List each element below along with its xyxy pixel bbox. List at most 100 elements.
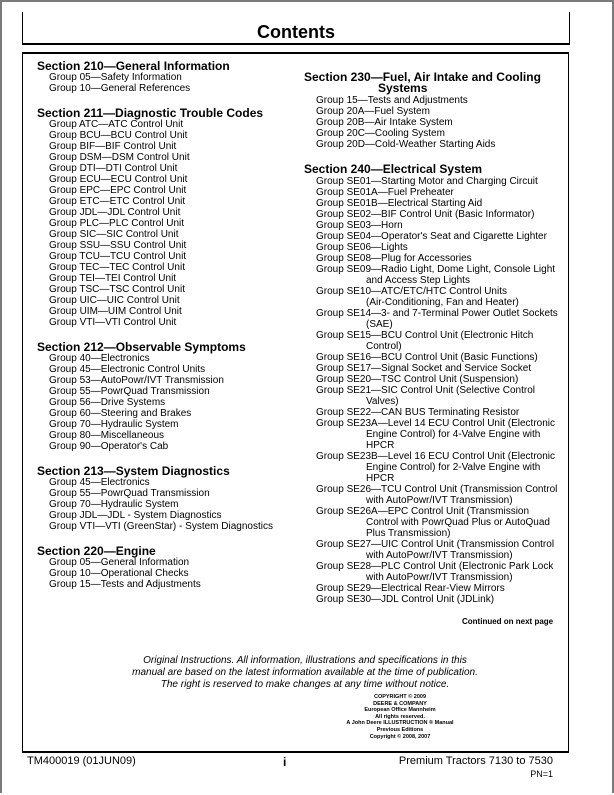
toc-entry[interactable]: Group SE21—SIC Control Unit (Selective C… — [304, 385, 569, 407]
toc-entry[interactable]: Group 15—Tests and Adjustments — [37, 579, 297, 590]
toc-entry-line: with AutoPowr/IVT Transmission) — [366, 495, 513, 506]
toc-entry[interactable]: Group SE01A—Fuel Preheater — [304, 187, 569, 198]
toc-entry[interactable]: Group SSU—SSU Control Unit — [37, 240, 297, 251]
toc-entry[interactable]: Group UIM—UIM Control Unit — [37, 306, 297, 317]
content-box — [22, 52, 569, 753]
toc-entry-line: Group SE26A—EPC Control Unit (Transmissi… — [316, 506, 530, 517]
toc-entry-line: Group 80—Miscellaneous — [49, 430, 165, 441]
toc-entry[interactable]: Group VTI—VTI Control Unit — [37, 317, 297, 328]
toc-right-column: Section 230—Fuel, Air Intake and Cooling… — [304, 71, 569, 619]
copyright-line: COPYRIGHT © 2009 — [373, 694, 427, 700]
toc-entry-line: Group VTI—VTI (GreenStar) - System Diagn… — [49, 521, 273, 532]
toc-entry[interactable]: Group TEI—TEI Control Unit — [37, 273, 297, 284]
toc-entry[interactable]: Group UIC—UIC Control Unit — [37, 295, 297, 306]
toc-entry[interactable]: Group SE03—Horn — [304, 220, 569, 231]
toc-entry[interactable]: Group 05—Safety Information — [37, 72, 297, 83]
toc-entry[interactable]: Group SE26—TCU Control Unit (Transmissio… — [304, 484, 569, 506]
toc-entry-line: Group SE17—Signal Socket and Service Soc… — [316, 363, 532, 374]
toc-entry[interactable]: Group 80—Miscellaneous — [37, 430, 297, 441]
toc-entry[interactable]: Group 55—PowrQuad Transmission — [37, 488, 297, 499]
toc-entry[interactable]: Group SE14—3- and 7-Terminal Power Outle… — [304, 308, 569, 330]
toc-entry[interactable]: Group 55—PowrQuad Transmission — [37, 386, 297, 397]
toc-entry[interactable]: Group JDL—JDL Control Unit — [37, 207, 297, 218]
toc-entry[interactable]: Group SE08—Plug for Accessories — [304, 253, 569, 264]
toc-entry[interactable]: Group SE23B—Level 16 ECU Control Unit (E… — [304, 451, 569, 484]
section-heading[interactable]: Section 212—Observable Symptoms — [37, 341, 297, 353]
toc-entry[interactable]: Group 40—Electronics — [37, 353, 297, 364]
toc-entry[interactable]: Group BCU—BCU Control Unit — [37, 130, 297, 141]
section-heading[interactable]: Section 230—Fuel, Air Intake and Cooling… — [304, 71, 569, 94]
section-heading-line: Section 213—System Diagnostics — [37, 464, 230, 478]
toc-entry[interactable]: Group SE06—Lights — [304, 242, 569, 253]
toc-entry[interactable]: Group SE17—Signal Socket and Service Soc… — [304, 363, 569, 374]
section-heading-line: Section 240—Electrical System — [304, 162, 483, 176]
toc-entry[interactable]: Group 15—Tests and Adjustments — [304, 95, 569, 106]
toc-entry[interactable]: Group SE27—UIC Control Unit (Transmissio… — [304, 539, 569, 561]
notice-line: The right is reserved to make changes at… — [160, 679, 450, 690]
toc-section: Section 230—Fuel, Air Intake and Cooling… — [304, 71, 569, 150]
toc-entry-line: Group 55—PowrQuad Transmission — [49, 386, 210, 397]
section-heading[interactable]: Section 240—Electrical System — [304, 162, 569, 176]
toc-entry[interactable]: Group SE01B—Electrical Starting Aid — [304, 198, 569, 209]
toc-entry[interactable]: Group SE20—TSC Control Unit (Suspension) — [304, 374, 569, 385]
toc-entry[interactable]: Group SE09—Radio Light, Dome Light, Cons… — [304, 264, 569, 286]
toc-entry-line: Group SE21—SIC Control Unit (Selective C… — [316, 385, 535, 396]
toc-entry-line: Control) — [366, 341, 402, 352]
toc-entry[interactable]: Group ECU—ECU Control Unit — [37, 174, 297, 185]
toc-entry[interactable]: Group SE10—ATC/ETC/HTC Control Units (Air… — [304, 286, 569, 308]
toc-entry[interactable]: Group SE23A—Level 14 ECU Control Unit (E… — [304, 418, 569, 451]
toc-entry[interactable]: Group 70—Hydraulic System — [37, 419, 297, 430]
toc-entry[interactable]: Group SE30—JDL Control Unit (JDLink) — [304, 594, 569, 605]
toc-entry[interactable]: Group SE28—PLC Control Unit (Electronic … — [304, 561, 569, 583]
toc-entry[interactable]: Group 20A—Fuel System — [304, 106, 569, 117]
toc-entry[interactable]: Group SE26A—EPC Control Unit (Transmissi… — [304, 506, 569, 539]
toc-entry[interactable]: Group 10—Operational Checks — [37, 568, 297, 579]
toc-entry[interactable]: Group 05—General Information — [37, 557, 297, 568]
toc-entry-line: Group SE08—Plug for Accessories — [316, 253, 472, 264]
toc-entry[interactable]: Group SE29—Electrical Rear-View Mirrors — [304, 583, 569, 594]
section-heading[interactable]: Section 213—System Diagnostics — [37, 464, 297, 478]
section-heading[interactable]: Section 210—General Information — [37, 60, 297, 72]
toc-entry[interactable]: Group SE04—Operator's Seat and Cigarette… — [304, 231, 569, 242]
toc-entry[interactable]: Group ATC—ATC Control Unit — [37, 119, 297, 130]
notice-line: manual are based on the latest informati… — [132, 667, 478, 678]
toc-entry[interactable]: Group 20B—Air Intake System — [304, 117, 569, 128]
toc-entry[interactable]: Group 20C—Cooling System — [304, 128, 569, 139]
toc-entry[interactable]: Group DSM—DSM Control Unit — [37, 152, 297, 163]
toc-entry[interactable]: Group TEC—TEC Control Unit — [37, 262, 297, 273]
toc-entry-line: Group SE04—Operator's Seat and Cigarette… — [316, 231, 547, 242]
toc-entry-line: Group 45—Electronic Control Units — [49, 364, 206, 375]
toc-entry-line: Group 70—Hydraulic System — [49, 419, 179, 430]
section-heading[interactable]: Section 220—Engine — [37, 544, 297, 558]
toc-entry[interactable]: Group 53—AutoPowr/IVT Transmission — [37, 375, 297, 386]
toc-entry[interactable]: Group EPC—EPC Control Unit — [37, 185, 297, 196]
toc-entry[interactable]: Group ETC—ETC Control Unit — [37, 196, 297, 207]
toc-entry[interactable]: Group SIC—SIC Control Unit — [37, 229, 297, 240]
toc-entry[interactable]: Group 90—Operator's Cab — [37, 441, 297, 452]
toc-entry[interactable]: Group VTI—VTI (GreenStar) - System Diagn… — [37, 521, 297, 532]
toc-entry-line: Group SE01B—Electrical Starting Aid — [316, 198, 483, 209]
toc-entry[interactable]: Group TCU—TCU Control Unit — [37, 251, 297, 262]
toc-entry[interactable]: Group SE22—CAN BUS Terminating Resistor — [304, 407, 569, 418]
toc-entry[interactable]: Group SE15—BCU Control Unit (Electronic … — [304, 330, 569, 352]
section-heading[interactable]: Section 211—Diagnostic Trouble Codes — [37, 107, 297, 119]
toc-entry-line: Group 10—General References — [49, 83, 191, 94]
section-heading-line: Section 220—Engine — [37, 544, 156, 558]
toc-entry[interactable]: Group 60—Steering and Brakes — [37, 408, 297, 419]
toc-entry[interactable]: Group 45—Electronics — [37, 477, 297, 488]
toc-entry[interactable]: Group TSC—TSC Control Unit — [37, 284, 297, 295]
toc-entry[interactable]: Group 45—Electronic Control Units — [37, 364, 297, 375]
toc-entry[interactable]: Group SE16—BCU Control Unit (Basic Funct… — [304, 352, 569, 363]
toc-entry[interactable]: Group JDL—JDL - System Diagnostics — [37, 510, 297, 521]
toc-entry[interactable]: Group 20D—Cold-Weather Starting Aids — [304, 139, 569, 150]
toc-entry-line: Group TEI—TEI Control Unit — [49, 273, 177, 284]
toc-entry[interactable]: Group SE01—Starting Motor and Charging C… — [304, 176, 569, 187]
toc-entry[interactable]: Group BIF—BIF Control Unit — [37, 141, 297, 152]
toc-entry[interactable]: Group PLC—PLC Control Unit — [37, 218, 297, 229]
toc-entry[interactable]: Group SE02—BIF Control Unit (Basic Infor… — [304, 209, 569, 220]
toc-entry[interactable]: Group DTI—DTI Control Unit — [37, 163, 297, 174]
toc-entry[interactable]: Group 70—Hydraulic System — [37, 499, 297, 510]
copyright-line: European Office Mannheim — [364, 707, 436, 714]
toc-entry[interactable]: Group 10—General References — [37, 83, 297, 94]
toc-entry[interactable]: Group 56—Drive Systems — [37, 397, 297, 408]
